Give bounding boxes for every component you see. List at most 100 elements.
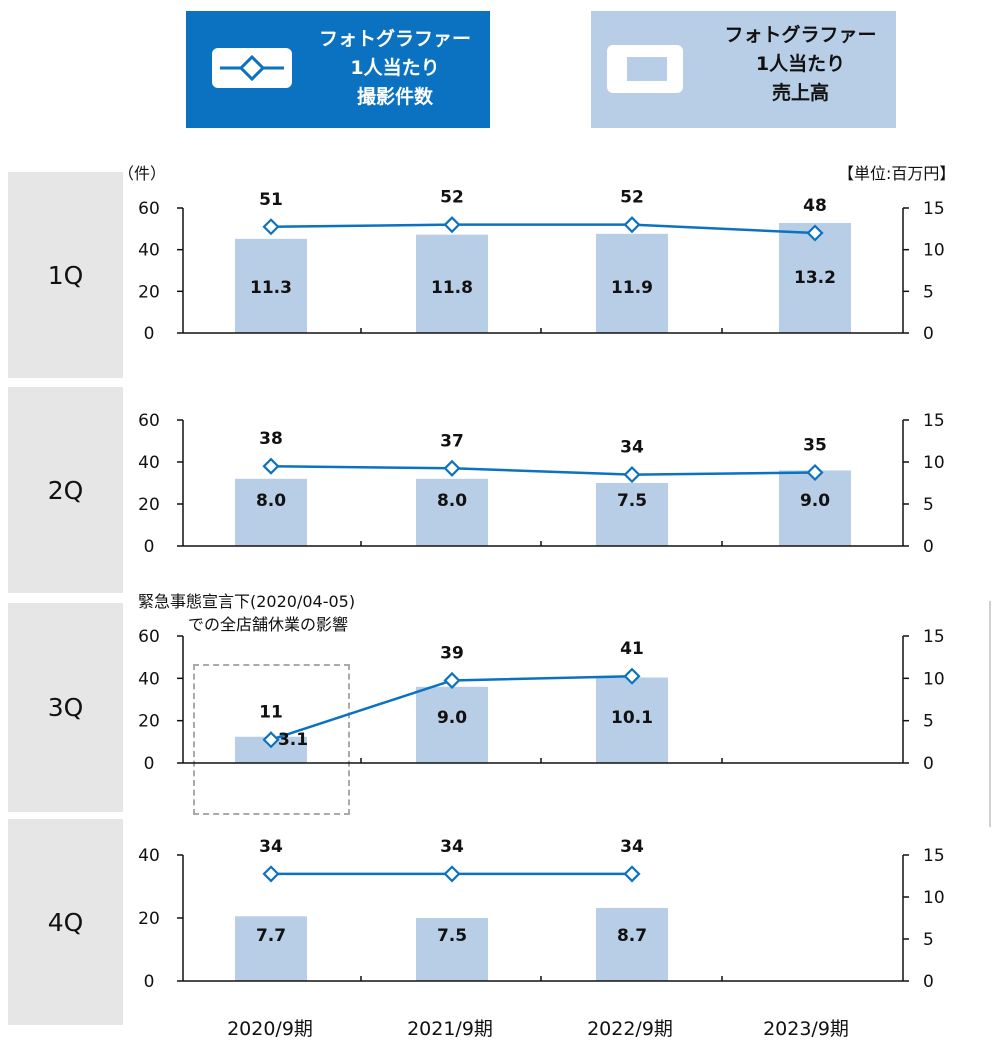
right-axis-tick-label: 15	[923, 846, 945, 866]
legend-sales-label: フォトグラファー 1人当たり 売上高	[724, 24, 877, 104]
bar-data-label: 13.2	[794, 268, 836, 288]
panel-q1: 1Q	[8, 172, 123, 378]
line-point	[623, 865, 641, 883]
line-data-label: 11	[259, 703, 283, 723]
bar-data-label: 11.9	[611, 278, 653, 298]
left-axis-tick-label: 60	[138, 411, 160, 431]
bar-data-label: 9.0	[800, 491, 830, 511]
line-data-label: 34	[620, 837, 644, 857]
line-data-label: 41	[620, 639, 644, 659]
left-axis-tick-label: 60	[138, 627, 160, 647]
panel-label-q2: 2Q	[47, 475, 84, 505]
bar-data-label: 10.1	[611, 708, 653, 728]
line-data-label: 35	[803, 436, 827, 456]
left-axis-tick-label: 20	[138, 909, 160, 929]
bar-data-label: 11.8	[431, 278, 473, 298]
right-axis-tick-label: 15	[923, 199, 945, 219]
left-axis-tick-label: 0	[144, 537, 155, 557]
line-point	[443, 459, 461, 477]
line-data-label: 34	[259, 837, 283, 857]
left-axis-tick-label: 20	[138, 282, 160, 302]
bar-data-label: 9.0	[437, 708, 467, 728]
bar	[416, 918, 488, 981]
left-axis-tick-label: 0	[144, 324, 155, 344]
annotation-line-1: 緊急事態宣言下(2020/04-05)	[138, 592, 356, 611]
line-point	[443, 671, 461, 690]
line-point	[262, 457, 280, 475]
legend-photos-label: フォトグラファー 1人当たり 撮影件数	[318, 28, 471, 108]
legend-photos-per-photographer: フォトグラファー 1人当たり 撮影件数	[186, 11, 490, 128]
panel-q2: 2Q	[8, 387, 123, 593]
right-axis-tick-label: 5	[923, 282, 934, 302]
left-axis-tick-label: 0	[144, 972, 155, 992]
bar-data-label: 7.5	[437, 926, 467, 946]
bar	[416, 234, 488, 333]
left-axis-unit: （件）	[118, 164, 167, 183]
right-axis-tick-label: 0	[923, 754, 934, 774]
annotation-dashed-box	[193, 664, 350, 815]
x-tick-label: 2021/9期	[407, 1018, 493, 1040]
bar-data-label: 8.0	[256, 491, 286, 511]
bar	[235, 916, 307, 981]
right-axis-tick-label: 0	[923, 324, 934, 344]
right-axis-tick-label: 10	[923, 669, 945, 689]
left-axis-tick-label: 40	[138, 669, 160, 689]
right-axis-tick-label: 0	[923, 972, 934, 992]
left-axis-tick-label: 20	[138, 712, 160, 732]
x-tick-label: 2020/9期	[227, 1018, 313, 1040]
left-axis-tick-label: 60	[138, 199, 160, 219]
bar	[596, 907, 668, 981]
line-point	[623, 216, 641, 234]
line-point	[443, 216, 461, 234]
line-data-label: 38	[259, 429, 283, 449]
bar	[235, 478, 307, 546]
left-axis-tick-label: 0	[144, 754, 155, 774]
left-axis-tick-label: 40	[138, 453, 160, 473]
right-axis-tick-label: 15	[923, 411, 945, 431]
bar-data-label: 8.0	[437, 491, 467, 511]
panel-label-q3: 3Q	[47, 693, 84, 722]
right-axis-unit: 【単位:百万円】	[838, 164, 956, 183]
line-data-label: 37	[440, 431, 464, 451]
bar-data-label: 11.3	[250, 278, 292, 298]
x-tick-label: 2023/9期	[763, 1018, 849, 1040]
right-axis-tick-label: 10	[923, 453, 945, 473]
bar-data-label: 3.1	[278, 730, 308, 750]
right-axis-tick-label: 5	[923, 712, 934, 732]
panel-label-q4: 4Q	[47, 907, 84, 937]
right-axis-tick-label: 15	[923, 627, 945, 647]
bar-swatch-icon	[627, 57, 667, 81]
bar-data-label: 8.7	[617, 926, 647, 946]
line-point	[262, 218, 280, 236]
panel-q3: 3Q	[8, 603, 123, 812]
bar	[235, 238, 307, 333]
bar	[596, 233, 668, 333]
line-point	[262, 731, 280, 749]
bar	[416, 686, 488, 763]
line-point	[262, 865, 280, 883]
bar	[596, 677, 668, 763]
line-data-label: 34	[620, 438, 644, 458]
legend-sales-per-photographer: フォトグラファー 1人当たり 売上高	[591, 11, 896, 128]
line-point	[806, 463, 824, 482]
bar-data-label: 7.5	[617, 491, 647, 511]
right-axis-tick-label: 5	[923, 930, 934, 950]
left-axis-tick-label: 40	[138, 241, 160, 261]
left-axis-tick-label: 40	[138, 846, 160, 866]
line-point	[443, 865, 461, 883]
series-line	[270, 464, 816, 476]
right-axis-tick-label: 5	[923, 495, 934, 515]
line-data-label: 52	[620, 188, 644, 208]
line-data-label: 34	[440, 837, 464, 857]
bar	[779, 470, 851, 546]
line-point	[623, 667, 641, 685]
bar-data-label: 7.7	[256, 926, 286, 946]
panel-q4: 4Q	[8, 819, 123, 1025]
x-tick-label: 2022/9期	[587, 1018, 673, 1040]
panel-label-q1: 1Q	[47, 260, 84, 290]
bar	[416, 478, 488, 546]
bar	[596, 483, 668, 546]
line-data-label: 48	[803, 196, 827, 216]
right-axis-tick-label: 10	[923, 888, 945, 908]
